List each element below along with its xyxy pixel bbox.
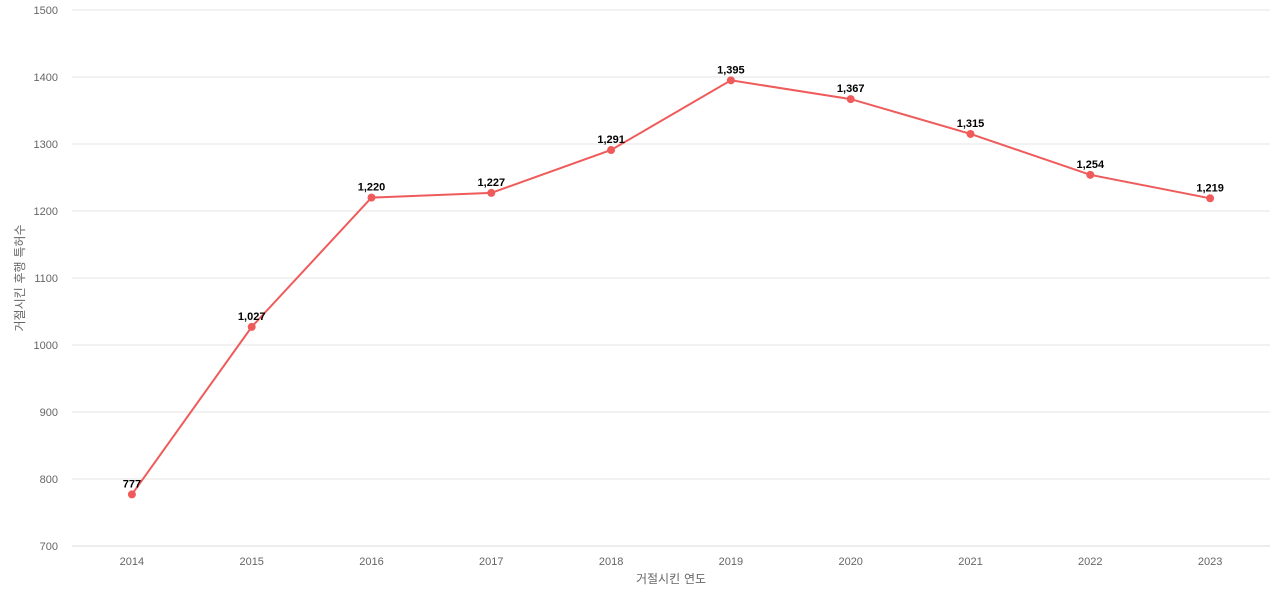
data-point[interactable] <box>247 322 256 331</box>
y-tick-label: 1000 <box>34 340 58 352</box>
x-axis: 2014 2015 2016 2017 2018 2019 2020 2021 2022 2023 <box>120 556 1223 568</box>
x-tick-label: 2016 <box>359 556 383 568</box>
x-axis-title: 거절시킨 연도 <box>636 572 706 586</box>
data-point[interactable] <box>1086 170 1095 179</box>
y-axis: 700 800 900 1000 1100 1200 1300 1400 1500 <box>34 5 58 553</box>
x-tick-label: 2015 <box>239 556 263 568</box>
x-tick-label: 2014 <box>120 556 144 568</box>
data-labels: 777 1,027 1,220 1,227 1,291 1,395 1,367 1,315 1,… <box>123 64 1224 490</box>
y-tick-label: 1500 <box>34 5 58 17</box>
data-label: 1,219 <box>1196 182 1224 194</box>
series-line <box>131 79 1211 495</box>
data-point[interactable] <box>607 146 616 155</box>
data-point[interactable] <box>726 76 735 85</box>
y-tick-label: 700 <box>40 541 58 553</box>
data-point[interactable] <box>846 95 855 104</box>
data-label: 1,220 <box>358 182 386 194</box>
data-point[interactable] <box>1206 194 1215 203</box>
x-tick-label: 2022 <box>1078 556 1102 568</box>
data-point[interactable] <box>127 490 136 499</box>
y-tick-label: 1300 <box>34 139 58 151</box>
x-tick-label: 2019 <box>719 556 743 568</box>
data-label: 1,227 <box>478 177 506 189</box>
x-tick-label: 2018 <box>599 556 623 568</box>
y-tick-label: 900 <box>40 407 58 419</box>
series-layer <box>127 76 1215 499</box>
data-point[interactable] <box>966 129 975 138</box>
x-tick-label: 2020 <box>838 556 862 568</box>
y-axis-title: 거절시킨 후행 특허수 <box>12 225 27 332</box>
data-label: 1,291 <box>597 134 625 146</box>
x-tick-label: 2021 <box>958 556 982 568</box>
data-point[interactable] <box>367 193 376 202</box>
data-label: 1,315 <box>957 118 985 130</box>
data-label: 777 <box>123 478 141 490</box>
grid-lines <box>72 9 1270 547</box>
y-tick-label: 800 <box>40 474 58 486</box>
x-tick-label: 2023 <box>1198 556 1222 568</box>
data-label: 1,395 <box>717 64 745 76</box>
data-label: 1,254 <box>1077 159 1105 171</box>
y-tick-label: 1200 <box>34 206 58 218</box>
y-tick-label: 1400 <box>34 72 58 84</box>
data-point[interactable] <box>487 188 496 197</box>
data-label: 1,367 <box>837 83 865 95</box>
x-tick-label: 2017 <box>479 556 503 568</box>
y-tick-label: 1100 <box>34 273 58 285</box>
data-label: 1,027 <box>238 311 266 323</box>
